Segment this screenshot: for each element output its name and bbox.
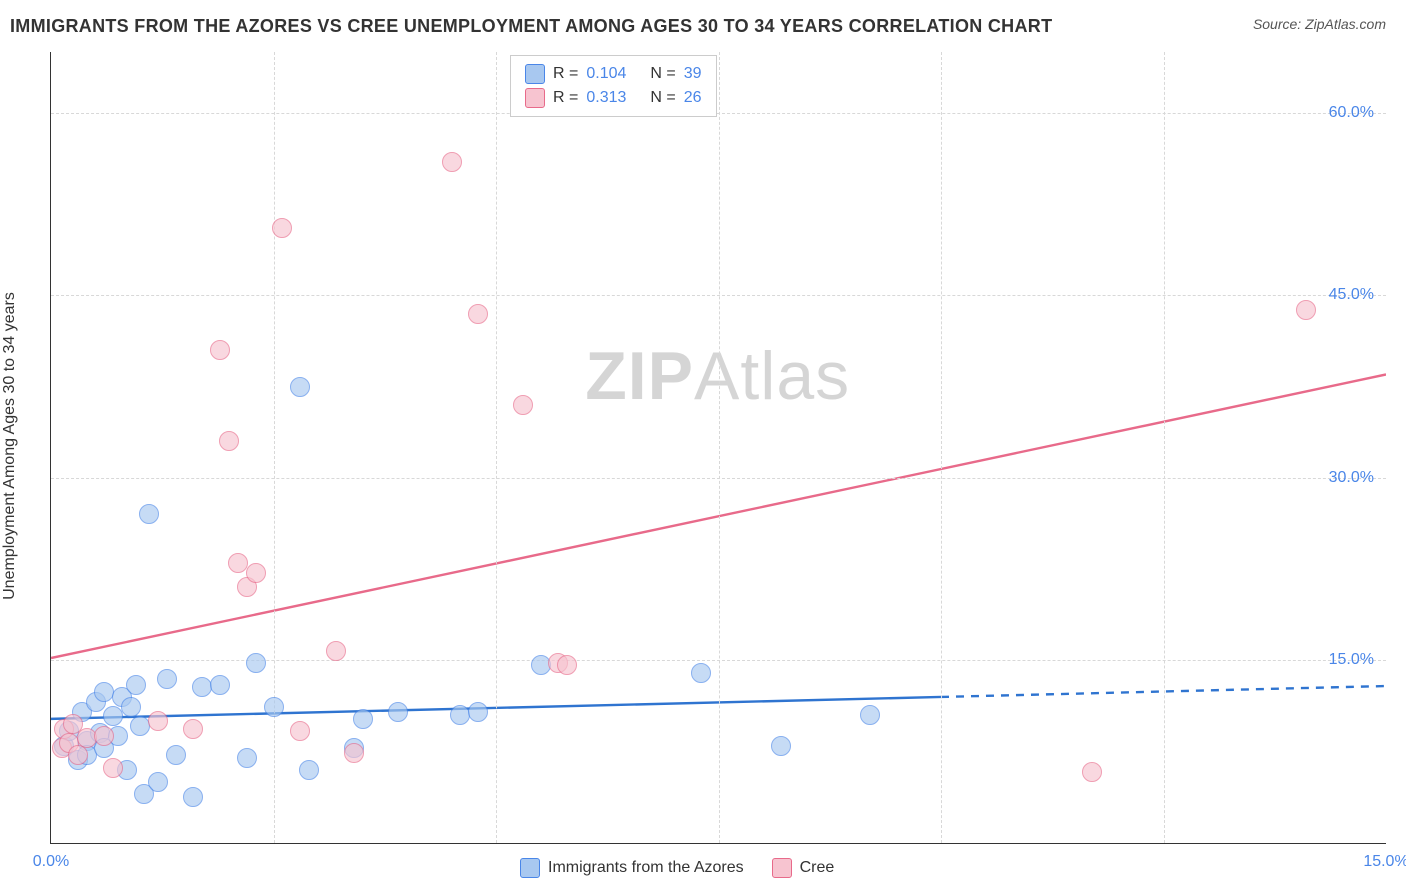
gridline-vertical xyxy=(941,52,942,843)
legend-row-azores: R = 0.104 N = 39 xyxy=(525,62,702,86)
legend-r-value-cree: 0.313 xyxy=(586,86,626,110)
legend-swatch-cree xyxy=(525,88,545,108)
data-point-azores xyxy=(166,745,186,765)
data-point-azores xyxy=(139,504,159,524)
data-point-azores xyxy=(210,675,230,695)
data-point-azores xyxy=(192,677,212,697)
data-point-azores xyxy=(183,787,203,807)
data-point-cree xyxy=(272,218,292,238)
legend-n-value-cree: 26 xyxy=(684,86,702,110)
series-swatch-azores xyxy=(520,858,540,878)
source-name: ZipAtlas.com xyxy=(1305,16,1386,32)
gridline-vertical xyxy=(496,52,497,843)
data-point-cree xyxy=(290,721,310,741)
data-point-cree xyxy=(1296,300,1316,320)
gridline-vertical xyxy=(1164,52,1165,843)
data-point-azores xyxy=(531,655,551,675)
legend-r-label: R = xyxy=(553,86,578,110)
legend-correlation: R = 0.104 N = 39 R = 0.313 N = 26 xyxy=(510,55,717,117)
data-point-cree xyxy=(468,304,488,324)
data-point-azores xyxy=(121,697,141,717)
legend-swatch-azores xyxy=(525,64,545,84)
y-tick-label: 45.0% xyxy=(1329,286,1374,304)
data-point-cree xyxy=(183,719,203,739)
data-point-cree xyxy=(94,726,114,746)
data-point-azores xyxy=(860,705,880,725)
data-point-cree xyxy=(246,563,266,583)
y-tick-label: 60.0% xyxy=(1329,104,1374,122)
x-tick-label: 15.0% xyxy=(1363,853,1406,871)
legend-series: Immigrants from the Azores Cree xyxy=(520,858,834,878)
data-point-cree xyxy=(557,655,577,675)
data-point-azores xyxy=(94,682,114,702)
series-swatch-cree xyxy=(772,858,792,878)
series-legend-cree: Cree xyxy=(772,858,835,878)
data-point-azores xyxy=(771,736,791,756)
x-tick-label: 0.0% xyxy=(33,853,69,871)
data-point-azores xyxy=(264,697,284,717)
data-point-cree xyxy=(442,152,462,172)
legend-row-cree: R = 0.313 N = 26 xyxy=(525,86,702,110)
watermark-zip: ZIP xyxy=(585,338,694,414)
chart-title: IMMIGRANTS FROM THE AZORES VS CREE UNEMP… xyxy=(10,16,1052,37)
y-tick-label: 30.0% xyxy=(1329,469,1374,487)
legend-r-label: R = xyxy=(553,62,578,86)
series-legend-azores: Immigrants from the Azores xyxy=(520,858,744,878)
data-point-azores xyxy=(290,377,310,397)
data-point-cree xyxy=(103,758,123,778)
data-point-azores xyxy=(388,702,408,722)
source-label: Source: ZipAtlas.com xyxy=(1253,16,1386,32)
data-point-azores xyxy=(148,772,168,792)
data-point-azores xyxy=(299,760,319,780)
data-point-cree xyxy=(1082,762,1102,782)
data-point-azores xyxy=(237,748,257,768)
gridline-vertical xyxy=(719,52,720,843)
data-point-cree xyxy=(326,641,346,661)
data-point-cree xyxy=(77,728,97,748)
data-point-cree xyxy=(344,743,364,763)
data-point-azores xyxy=(353,709,373,729)
legend-r-value-azores: 0.104 xyxy=(586,62,626,86)
chart-area: ZIPAtlas 15.0%30.0%45.0%60.0%0.0%15.0% xyxy=(50,52,1386,844)
data-point-cree xyxy=(210,340,230,360)
data-point-cree xyxy=(219,431,239,451)
data-point-azores xyxy=(103,706,123,726)
y-tick-label: 15.0% xyxy=(1329,651,1374,669)
legend-n-value-azores: 39 xyxy=(684,62,702,86)
data-point-azores xyxy=(126,675,146,695)
data-point-cree xyxy=(68,745,88,765)
gridline-vertical xyxy=(274,52,275,843)
data-point-azores xyxy=(246,653,266,673)
chart-header: IMMIGRANTS FROM THE AZORES VS CREE UNEMP… xyxy=(10,16,1386,37)
series-label-azores: Immigrants from the Azores xyxy=(548,859,744,877)
plot-region: ZIPAtlas 15.0%30.0%45.0%60.0%0.0%15.0% xyxy=(50,52,1386,844)
watermark-atlas: Atlas xyxy=(694,338,850,414)
data-point-cree xyxy=(513,395,533,415)
legend-n-label: N = xyxy=(650,86,675,110)
y-axis-label: Unemployment Among Ages 30 to 34 years xyxy=(1,292,19,600)
data-point-cree xyxy=(148,711,168,731)
legend-n-label: N = xyxy=(650,62,675,86)
data-point-azores xyxy=(468,702,488,722)
data-point-azores xyxy=(691,663,711,683)
data-point-azores xyxy=(450,705,470,725)
source-prefix: Source: xyxy=(1253,16,1305,32)
data-point-azores xyxy=(157,669,177,689)
series-label-cree: Cree xyxy=(800,859,835,877)
